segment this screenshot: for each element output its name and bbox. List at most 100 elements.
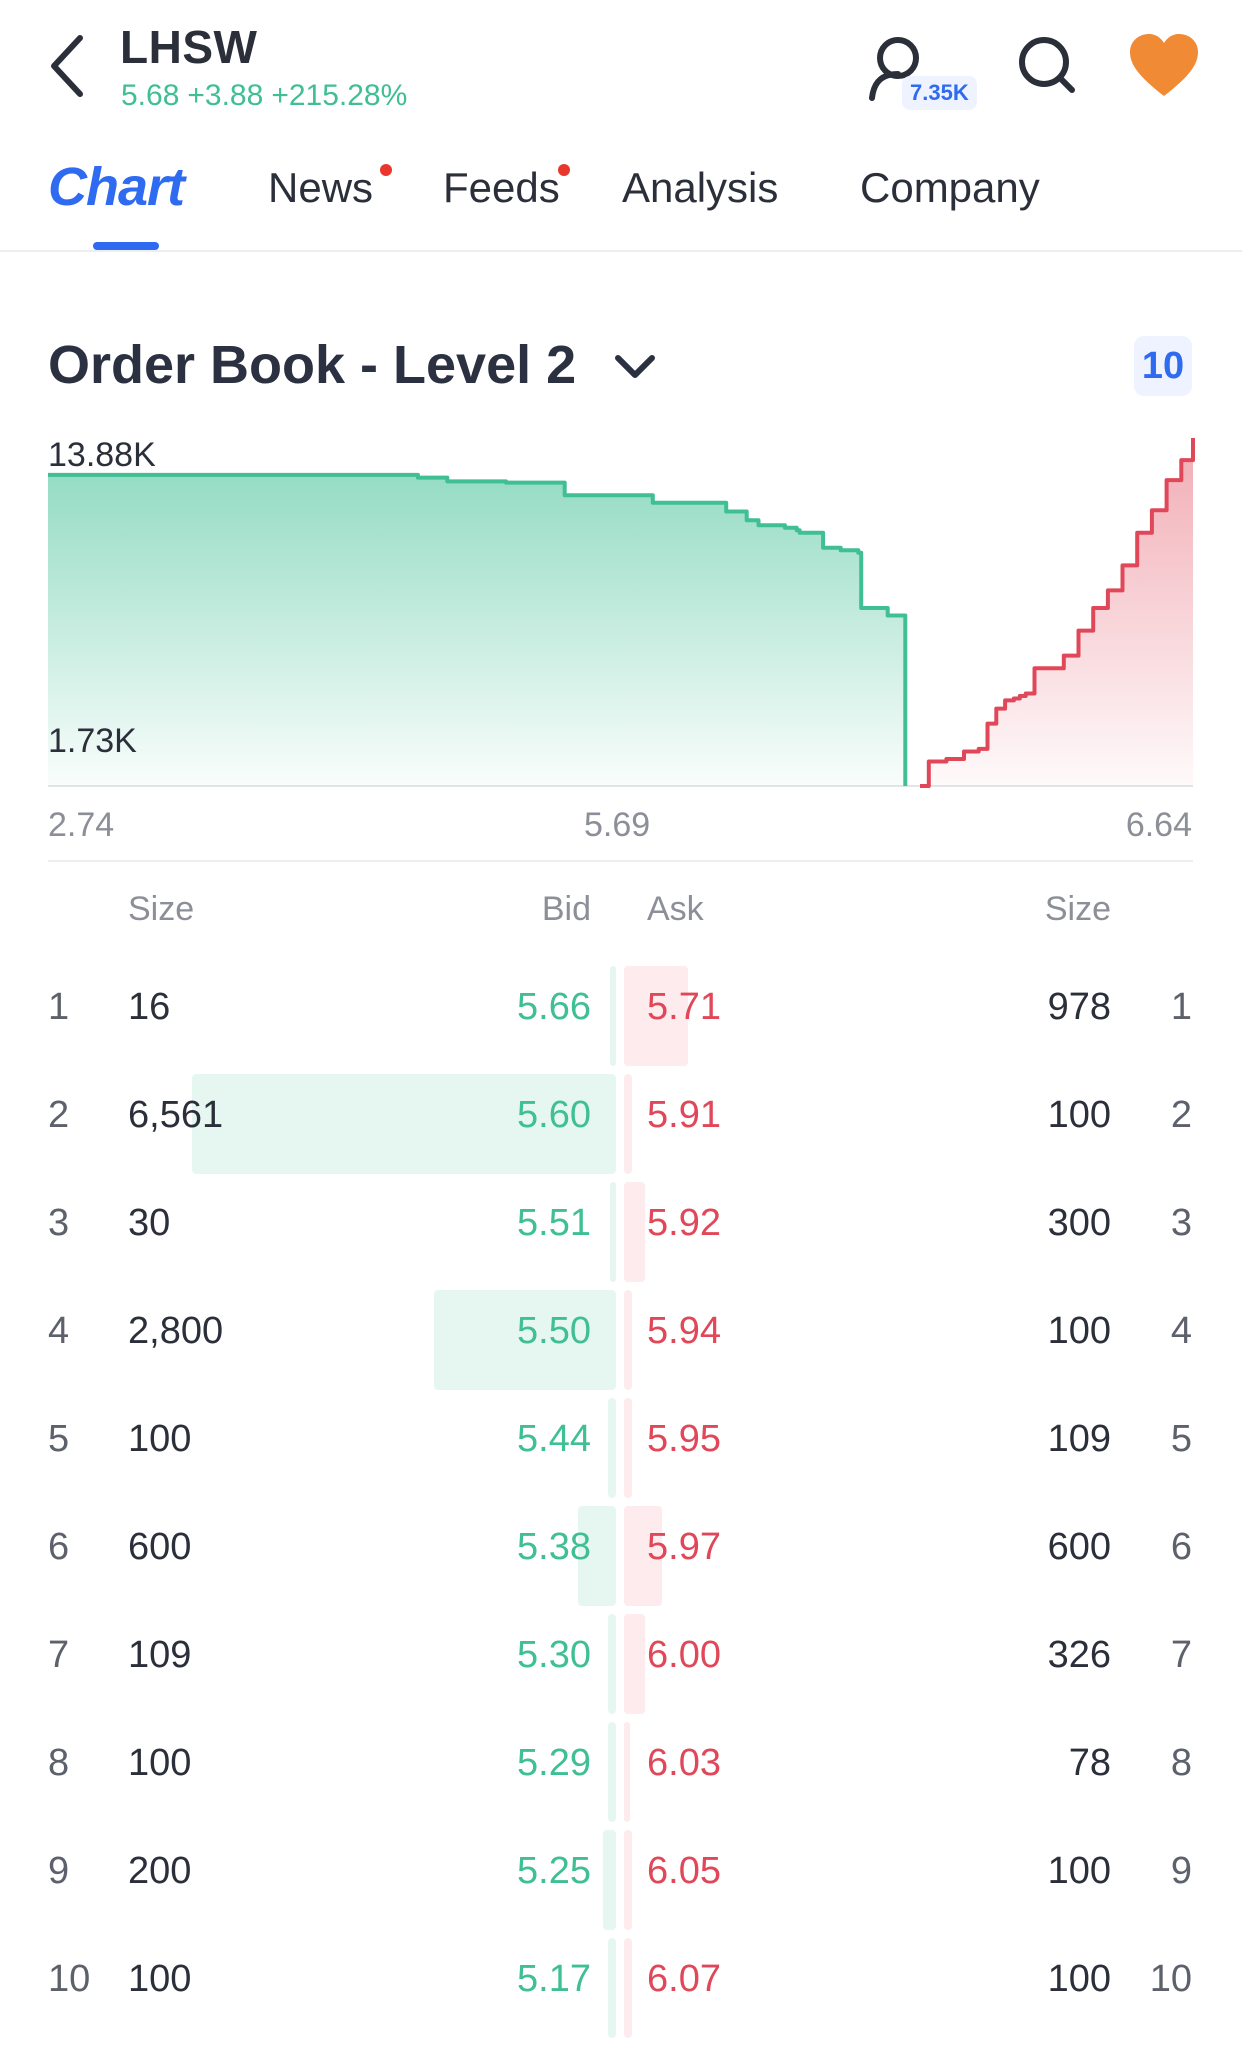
tab-company[interactable]: Company [860,164,1040,211]
bid-depth-bar [603,1830,616,1930]
ask-price: 5.92 [647,1202,721,1244]
ask-depth-bar [624,1182,645,1282]
ask-size: 78 [1068,1742,1111,1784]
ask-level: 1 [1170,986,1192,1028]
y-axis-max-label: 13.88K [48,436,156,474]
stock-symbol: LHSW [120,21,258,73]
order-book-row: 3 30 5.51 5.92 300 3 [0,1172,1242,1282]
order-book-rows: 1 16 5.66 5.71 978 1 2 6,561 5.60 5.91 100 2 3 30 5.51… [0,956,1242,2038]
bid-price: 5.51 [517,1202,591,1244]
ask-depth-line [920,438,1195,788]
ask-size: 326 [1047,1634,1111,1676]
order-book-row: 7 109 5.30 6.00 326 7 [0,1604,1242,1714]
tab-feeds[interactable]: Feeds [443,164,560,211]
user-icon [869,37,919,101]
order-book-header: Size Bid Ask Size [0,890,1242,940]
ask-size: 109 [1047,1418,1111,1460]
ask-depth-bar [624,1830,632,1930]
ask-price: 6.03 [647,1742,721,1784]
price-change: +3.88 [187,79,264,112]
bid-size: 6,561 [128,1094,224,1136]
tab-analysis[interactable]: Analysis [622,164,779,211]
ask-level: 5 [1170,1418,1192,1460]
depth-chart: 13.88K 1.73K 2.74 5.69 6.64 [0,420,1242,862]
back-button[interactable] [42,28,98,104]
bid-size: 600 [128,1526,192,1568]
chevron-down-icon [615,355,655,378]
ask-size: 600 [1047,1526,1111,1568]
ask-level: 7 [1170,1634,1192,1676]
x-axis-mid-label: 5.69 [584,806,651,844]
tab-news[interactable]: News [268,164,374,211]
bid-price: 5.30 [517,1634,591,1676]
chart-divider [48,860,1193,862]
bid-level: 7 [48,1634,70,1676]
depth-selector[interactable]: 10 [1134,336,1192,396]
header: LHSW 5.68 +3.88 +215.28% 7.35K [0,0,1242,128]
tab-chart[interactable]: Chart [48,157,185,217]
ask-level: 2 [1170,1094,1192,1136]
bid-size: 100 [128,1418,192,1460]
order-book-title[interactable]: Order Book - Level 2 [48,335,577,395]
bid-price: 5.29 [517,1742,591,1784]
order-book-row: 1 16 5.66 5.71 978 1 [0,956,1242,1066]
ask-price: 6.05 [647,1850,721,1892]
bid-size: 2,800 [128,1310,224,1352]
ask-level: 3 [1170,1202,1192,1244]
ask-size: 100 [1047,1850,1111,1892]
order-book-row: 6 600 5.38 5.97 600 6 [0,1496,1242,1606]
ask-price: 6.00 [647,1634,721,1676]
bid-depth-bar [608,1398,616,1498]
bid-price: 5.17 [517,1958,591,2000]
last-price: 5.68 [121,79,180,112]
depth-chart-svg [48,438,1195,788]
tab-bar: Chart News Feeds Analysis Company [0,150,1242,252]
order-book-row: 8 100 5.29 6.03 78 8 [0,1712,1242,1822]
followers-count-badge: 7.35K [902,76,977,110]
ask-size: 300 [1047,1202,1111,1244]
quote-line: 5.68 +3.88 +215.28% [121,79,415,113]
ask-size: 978 [1047,986,1111,1028]
bid-depth-bar [610,966,616,1066]
bid-size: 100 [128,1958,192,2000]
bid-level: 1 [48,986,70,1028]
watchlist-button[interactable] [1128,32,1200,100]
bid-depth-bar [608,1722,616,1822]
search-icon [1019,37,1075,93]
ask-size: 100 [1047,1958,1111,2000]
bid-price: 5.38 [517,1526,591,1568]
ask-depth-bar [624,1290,632,1390]
bid-size: 16 [128,986,171,1028]
y-axis-min-label: 1.73K [48,722,137,760]
feeds-notification-dot [558,164,570,176]
bid-price: 5.50 [517,1310,591,1352]
followers-button[interactable] [860,28,980,114]
order-book-row: 10 100 5.17 6.07 100 10 [0,1928,1242,2038]
ask-level: 9 [1170,1850,1192,1892]
x-axis-min-label: 2.74 [48,806,115,844]
ask-depth-bar [624,1938,632,2038]
bid-level: 5 [48,1418,70,1460]
bid-depth-bar [192,1074,616,1174]
ask-price: 5.94 [647,1310,721,1352]
bid-price: 5.25 [517,1850,591,1892]
ask-price: 6.07 [647,1958,721,2000]
x-axis-max-label: 6.64 [1125,806,1192,844]
ask-level: 8 [1170,1742,1192,1784]
order-book-row: 5 100 5.44 5.95 109 5 [0,1388,1242,1498]
bid-size: 109 [128,1634,192,1676]
order-book-row: 2 6,561 5.60 5.91 100 2 [0,1064,1242,1174]
ask-price: 5.91 [647,1094,721,1136]
bid-level: 3 [48,1202,70,1244]
ask-depth-bar [624,1722,630,1822]
ask-level: 4 [1170,1310,1192,1352]
ask-depth-bar [624,1506,662,1606]
search-button[interactable] [1012,30,1082,100]
order-book-row: 4 2,800 5.50 5.94 100 4 [0,1280,1242,1390]
ask-depth-bar [624,966,688,1066]
bid-size-header: Size [128,890,195,928]
bid-size: 200 [128,1850,192,1892]
ask-depth-bar [624,1614,645,1714]
bid-depth-bar [608,1614,616,1714]
order-book-dropdown[interactable] [610,344,660,390]
